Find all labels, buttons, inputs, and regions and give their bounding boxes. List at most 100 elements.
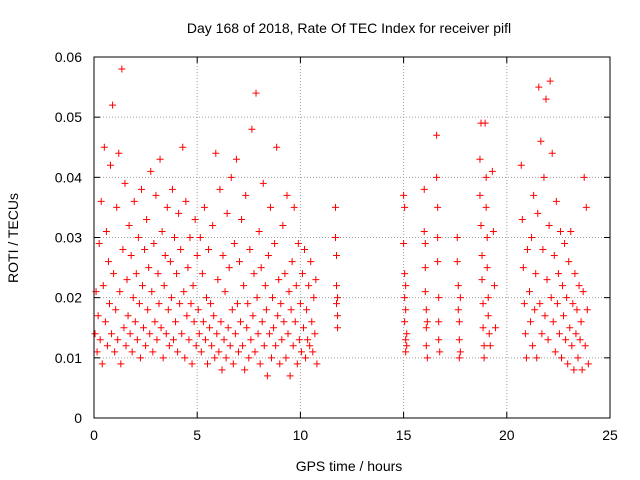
data-point <box>178 330 186 338</box>
y-tick-label: 0.03 <box>55 230 82 246</box>
data-point <box>104 258 112 266</box>
data-point <box>483 264 491 272</box>
data-point <box>130 197 138 205</box>
data-point <box>111 348 119 356</box>
data-point <box>557 354 565 362</box>
data-point <box>100 143 108 151</box>
data-point <box>265 330 273 338</box>
data-point <box>563 294 571 302</box>
data-point <box>157 324 165 332</box>
data-point <box>486 342 494 350</box>
data-point <box>155 300 163 308</box>
data-point <box>309 348 317 356</box>
data-point <box>479 300 487 308</box>
data-point <box>247 336 255 344</box>
data-point <box>128 348 136 356</box>
y-tick-label: 0 <box>74 410 82 426</box>
data-point <box>489 227 497 235</box>
data-point <box>331 234 339 241</box>
data-point <box>455 336 463 344</box>
data-point <box>568 342 576 350</box>
data-point <box>202 294 210 302</box>
data-point <box>159 354 167 362</box>
data-point <box>433 173 441 181</box>
data-point <box>149 348 157 356</box>
data-point <box>234 348 242 356</box>
data-point <box>120 324 128 332</box>
data-point <box>483 234 491 241</box>
data-point <box>188 360 196 368</box>
data-point <box>551 348 559 356</box>
data-point <box>99 282 107 290</box>
data-point <box>527 318 535 326</box>
data-point <box>281 270 289 278</box>
data-point <box>520 300 528 308</box>
data-point <box>109 101 117 109</box>
data-point <box>530 191 538 199</box>
x-tick-label: 10 <box>293 427 309 443</box>
data-point <box>242 191 250 199</box>
data-point <box>205 246 213 254</box>
data-point <box>211 354 219 362</box>
data-point <box>331 203 339 211</box>
data-point <box>137 185 145 193</box>
data-point <box>270 324 278 332</box>
data-point <box>420 227 428 235</box>
data-point <box>290 203 298 211</box>
data-point <box>191 215 199 223</box>
data-point <box>210 312 218 320</box>
data-point <box>257 264 265 272</box>
data-point <box>559 282 567 290</box>
data-point <box>537 137 545 145</box>
data-point <box>200 203 208 211</box>
data-point <box>161 252 169 260</box>
data-point <box>581 342 589 350</box>
data-point <box>402 282 410 290</box>
data-point <box>523 246 531 254</box>
data-point <box>221 288 229 296</box>
data-point <box>175 209 183 217</box>
data-point <box>299 324 307 332</box>
data-point <box>139 282 147 290</box>
data-point <box>422 324 430 332</box>
data-point <box>236 258 244 266</box>
data-point <box>147 167 155 175</box>
data-point <box>170 234 178 241</box>
data-point <box>480 342 488 350</box>
data-point <box>209 221 217 229</box>
data-point <box>401 203 409 211</box>
data-point <box>256 360 264 368</box>
data-point <box>214 276 222 284</box>
data-point <box>142 342 150 350</box>
data-point <box>195 330 203 338</box>
data-point <box>193 252 201 260</box>
data-point <box>121 179 129 187</box>
data-point <box>401 270 409 278</box>
data-point <box>243 324 251 332</box>
data-point <box>217 318 225 326</box>
data-point <box>122 342 130 350</box>
data-point <box>136 354 144 362</box>
data-point <box>144 306 152 314</box>
data-point <box>522 354 530 362</box>
data-point <box>312 276 320 284</box>
data-point <box>162 330 170 338</box>
data-point <box>528 234 536 241</box>
data-point <box>542 95 550 103</box>
data-point <box>565 258 573 266</box>
data-point <box>456 348 464 356</box>
data-point <box>584 360 592 368</box>
data-point <box>573 306 581 314</box>
data-point <box>151 318 159 326</box>
data-point <box>535 83 543 91</box>
data-point <box>263 372 271 380</box>
data-point <box>225 264 233 272</box>
data-point <box>519 264 527 272</box>
y-tick-label: 0.06 <box>55 49 82 65</box>
data-point <box>311 330 319 338</box>
data-point <box>95 240 103 248</box>
data-point <box>455 354 463 362</box>
data-point <box>402 306 410 314</box>
data-point <box>307 258 315 266</box>
